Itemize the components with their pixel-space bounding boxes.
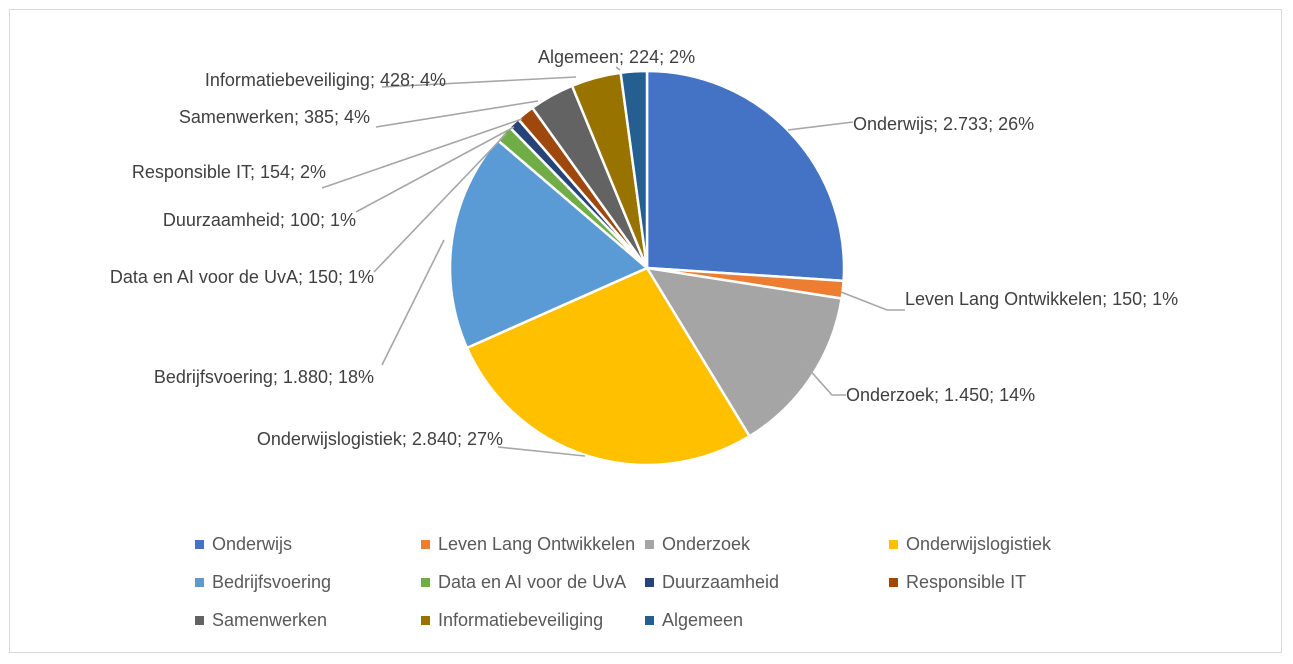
leader-line [615,66,621,71]
pie-slice-algemeen [619,69,649,269]
leader-line [840,291,905,311]
data-label: Duurzaamheid; 100; 1% [163,210,356,230]
legend-label: Samenwerken [212,609,328,630]
leader-line [381,239,445,366]
legend-item: Algemeen [645,608,743,632]
legend-item: Bedrijfsvoering [195,570,331,594]
legend-item: Informatiebeveiliging [421,608,603,632]
data-label: Onderzoek; 1.450; 14% [846,385,1035,405]
leader-line [321,118,523,189]
legend-label: Data en AI voor de UvA [438,571,627,592]
legend-item: Onderwijslogistiek [889,532,1051,556]
legend-label: Duurzaamheid [662,571,780,592]
legend-label: Informatiebeveiliging [438,609,604,630]
leader-line [381,76,577,88]
legend-swatch [421,539,430,549]
legend-swatch [421,577,430,587]
data-label: Informatiebeveiliging; 428; 4% [205,70,446,90]
chart-area: Onderwijs; 2.733; 26% Leven Lang Ontwikke… [9,9,1282,653]
data-label: Algemeen; 224; 2% [538,47,695,67]
legend-item: Responsible IT [889,570,1026,594]
legend-swatch [195,539,204,549]
legend-label: Onderzoek [662,533,751,554]
legend-label: Responsible IT [906,571,1027,592]
legend-label: Bedrijfsvoering [212,571,332,592]
legend-swatch [195,577,204,587]
legend-label: Onderwijs [212,533,293,554]
legend-swatch [889,577,898,587]
legend-item: Onderwijs [195,532,292,556]
leader-line [373,133,507,273]
legend-label: Algemeen [662,609,744,630]
leader-line [787,121,854,131]
legend-swatch [889,539,898,549]
data-label: Data en AI voor de UvA; 150; 1% [110,267,374,287]
leader-line [355,126,515,213]
legend-swatch [195,615,204,625]
pie-chart: Onderwijs; 2.733; 26% Leven Lang Ontwikke… [110,47,1178,467]
legend-label: Leven Lang Ontwikkelen [438,533,636,554]
legend-swatch [645,577,654,587]
legend-label: Onderwijslogistiek [906,533,1052,554]
legend-item: Data en AI voor de UvA [421,570,626,594]
legend-item: Samenwerken [195,608,327,632]
data-label: Leven Lang Ontwikkelen; 150; 1% [905,289,1178,309]
data-label: Responsible IT; 154; 2% [132,162,326,182]
data-label: Onderwijs; 2.733; 26% [853,114,1034,134]
legend-item: Leven Lang Ontwikkelen [421,532,635,556]
leader-line [497,446,586,457]
legend-swatch [421,615,430,625]
data-label: Onderwijslogistiek; 2.840; 27% [257,429,503,449]
leader-line [375,100,539,128]
pie-slice-onderwijs [645,69,846,283]
data-label: Bedrijfsvoering; 1.880; 18% [154,367,374,387]
legend-item: Onderzoek [645,532,750,556]
legend-swatch [645,539,654,549]
data-label: Samenwerken; 385; 4% [179,107,370,127]
pie-slice-onderzoek [644,266,844,438]
legend-item: Duurzaamheid [645,570,779,594]
legend-swatch [645,615,654,625]
leader-line [797,356,846,396]
